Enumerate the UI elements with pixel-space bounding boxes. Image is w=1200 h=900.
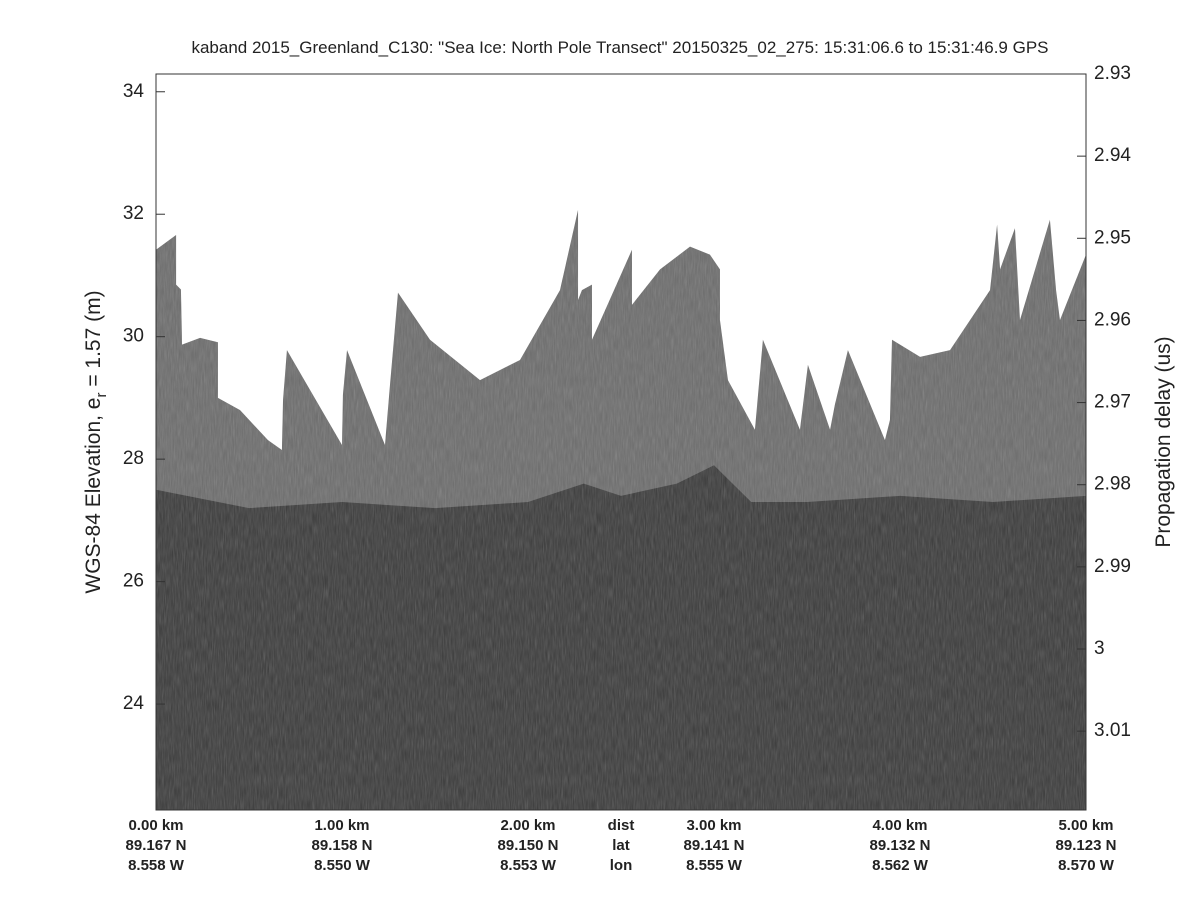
x-tick-label: 2.00 km bbox=[500, 817, 555, 834]
y2-tick-label: 2.97 bbox=[1094, 392, 1131, 413]
plot-area bbox=[156, 209, 1086, 810]
chart-title: kaband 2015_Greenland_C130: "Sea Ice: No… bbox=[191, 38, 1048, 57]
y2-tick-label: 2.98 bbox=[1094, 474, 1131, 495]
x-lat-label: 89.141 N bbox=[684, 837, 745, 854]
y-tick-label: 26 bbox=[123, 571, 144, 592]
x-lat-label: 89.132 N bbox=[870, 837, 931, 854]
y2-tick-label: 2.99 bbox=[1094, 556, 1131, 577]
x-lon-label: 8.558 W bbox=[128, 857, 185, 874]
x-lat-label: 89.167 N bbox=[126, 837, 187, 854]
x-lon-label: lon bbox=[610, 857, 633, 874]
y2-axis-label: Propagation delay (us) bbox=[1152, 336, 1175, 547]
y2-tick-label: 2.94 bbox=[1094, 145, 1131, 166]
x-tick-label: 3.00 km bbox=[686, 817, 741, 834]
x-lat-label: lat bbox=[612, 837, 630, 854]
x-tick-label: 5.00 km bbox=[1058, 817, 1113, 834]
y-axis-label-sub: r bbox=[93, 393, 110, 398]
y-tick-label: 32 bbox=[123, 203, 144, 224]
y-axis-label: WGS-84 Elevation, er = 1.57 (m) bbox=[82, 290, 110, 593]
x-lat-label: 89.150 N bbox=[498, 837, 559, 854]
x-tick-label: 1.00 km bbox=[314, 817, 369, 834]
y2-tick-label: 2.93 bbox=[1094, 63, 1131, 84]
y-tick-label: 30 bbox=[123, 326, 144, 347]
x-lon-label: 8.570 W bbox=[1058, 857, 1115, 874]
y2-tick-label: 2.96 bbox=[1094, 309, 1131, 330]
y2-tick-label: 2.95 bbox=[1094, 227, 1131, 248]
y-axis-label-main: WGS-84 Elevation, e bbox=[82, 398, 105, 594]
y-tick-label: 34 bbox=[123, 81, 145, 102]
x-tick-label: 0.00 km bbox=[128, 817, 183, 834]
y-axis-label-end: = 1.57 (m) bbox=[82, 290, 105, 392]
x-lon-label: 8.555 W bbox=[686, 857, 743, 874]
x-lon-label: 8.553 W bbox=[500, 857, 557, 874]
y2-tick-label: 3.01 bbox=[1094, 720, 1131, 741]
x-lon-label: 8.550 W bbox=[314, 857, 371, 874]
x-lat-label: 89.158 N bbox=[312, 837, 373, 854]
axes-frame bbox=[155, 73, 1087, 811]
y-tick-label: 24 bbox=[123, 693, 145, 714]
x-lon-label: 8.562 W bbox=[872, 857, 929, 874]
y-tick-label: 28 bbox=[123, 448, 144, 469]
x-lat-label: 89.123 N bbox=[1056, 837, 1117, 854]
x-tick-label: 4.00 km bbox=[872, 817, 927, 834]
x-tick-label: dist bbox=[608, 817, 635, 834]
y2-tick-label: 3 bbox=[1094, 638, 1105, 659]
